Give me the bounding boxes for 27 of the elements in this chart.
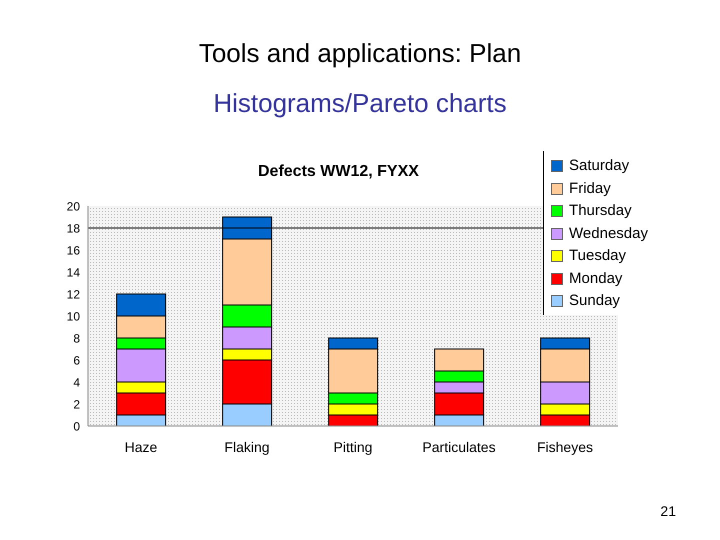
y-tick-label: 4 [73, 375, 80, 390]
text: Tools and applications: Plan [198, 38, 522, 69]
legend-label: Monday [568, 268, 624, 288]
x-tick-label: Pitting [334, 438, 372, 455]
y-tick-label: 18 [66, 221, 80, 236]
text: Histograms/Pareto charts [212, 88, 508, 119]
y-tick-label: 0 [73, 419, 80, 434]
y-tick-label: 6 [73, 353, 80, 368]
legend-label: Friday [568, 178, 612, 198]
x-tick-label: Particulates [422, 438, 496, 455]
legend-label: Sunday [568, 291, 621, 311]
x-tick-label: Fisheyes [536, 438, 594, 455]
y-tick-label: 14 [66, 265, 80, 280]
legend-label: Thursday [568, 201, 633, 221]
chart-title: Defects WW12, FYXX [258, 163, 419, 181]
y-tick-label: 12 [66, 287, 80, 302]
x-tick-label: Flaking [224, 438, 270, 455]
x-tick-label: Haze [124, 438, 158, 455]
y-tick-label: 2 [73, 397, 80, 412]
legend-label: Saturday [568, 156, 630, 176]
y-tick-label: 20 [66, 199, 80, 214]
legend-label: Tuesday [568, 246, 628, 266]
text: 21 [660, 503, 676, 519]
y-tick-label: 10 [66, 309, 80, 324]
y-tick-label: 16 [66, 243, 80, 258]
y-tick-label: 8 [73, 331, 80, 346]
legend-label: Wednesday [568, 224, 648, 244]
